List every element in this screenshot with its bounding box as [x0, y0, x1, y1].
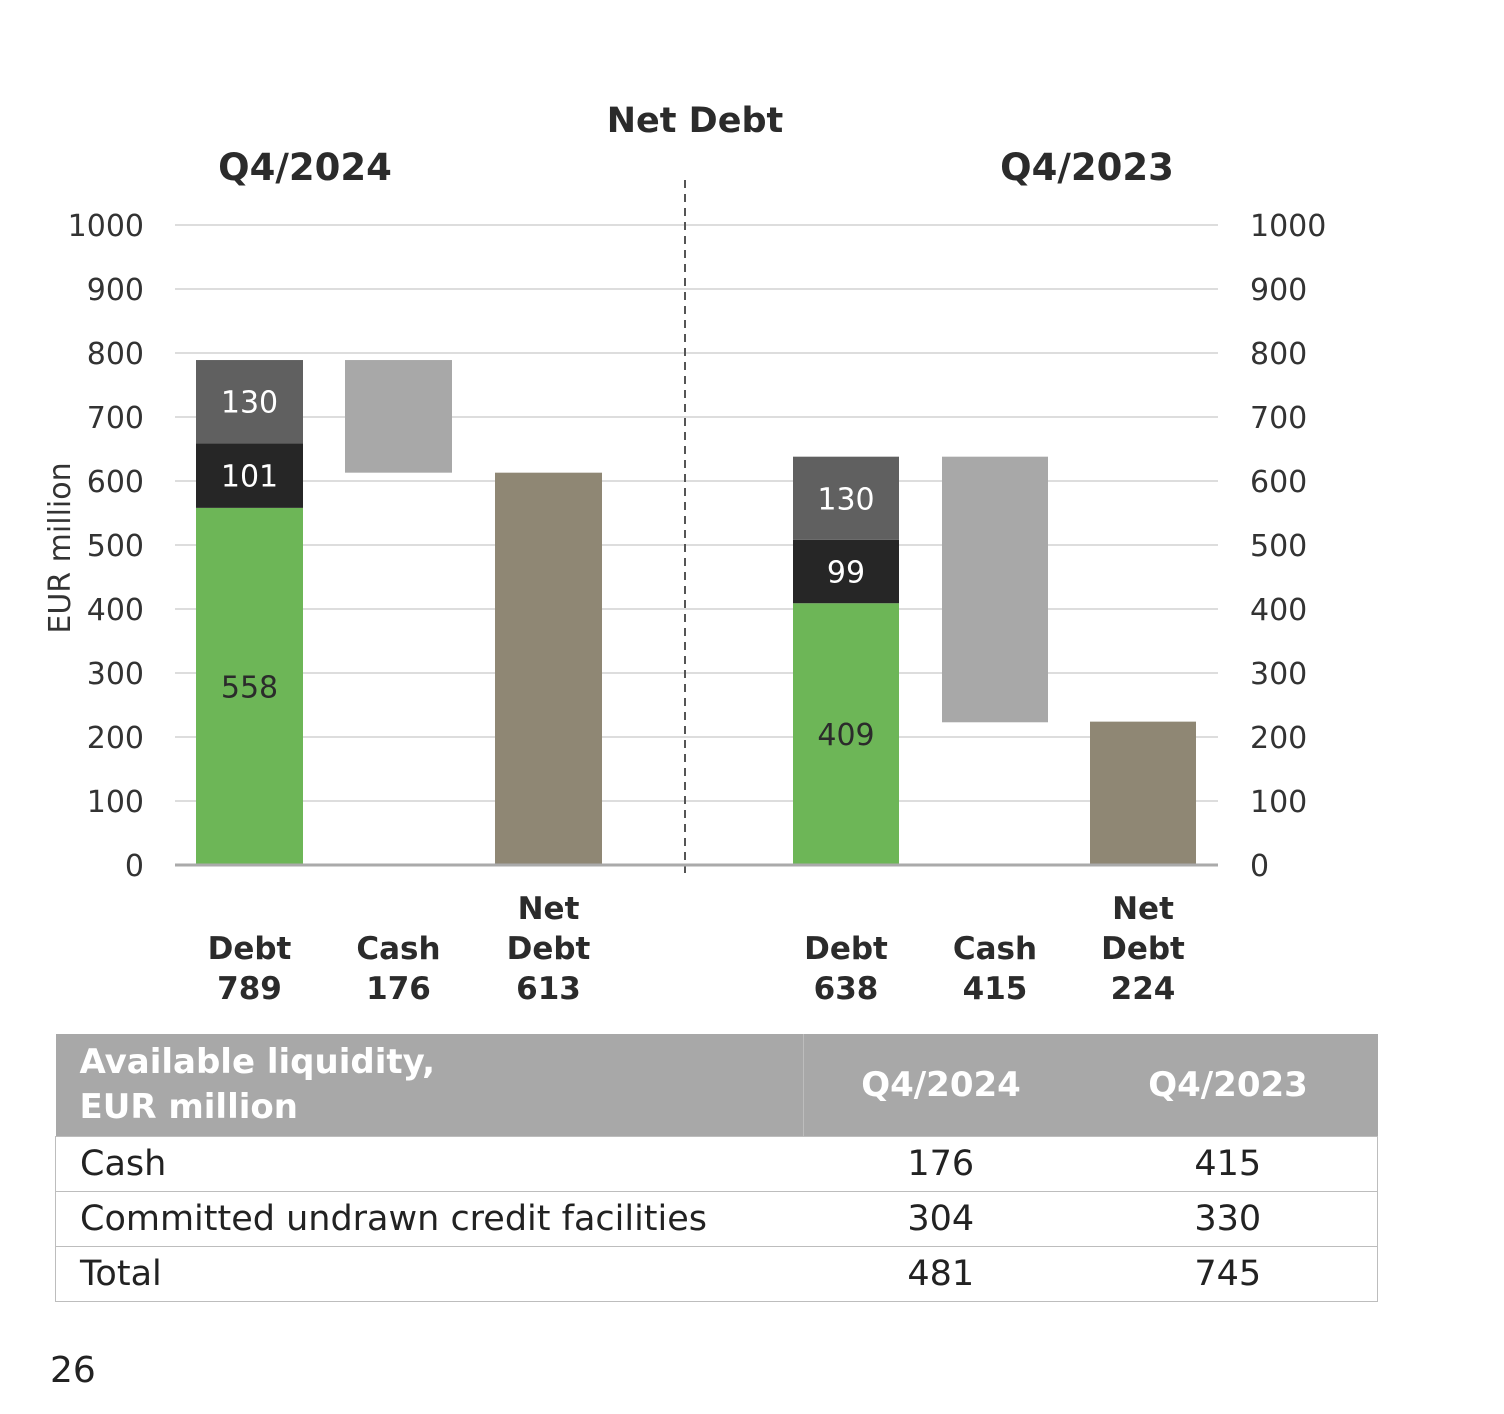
cash-bar	[942, 456, 1048, 723]
category-label-net-debt: Net	[1112, 891, 1174, 927]
table-header-title: Available liquidity, EUR million	[55, 1034, 804, 1137]
y-tick-label-right: 0	[1250, 849, 1269, 884]
debt-segment-bar	[196, 507, 303, 865]
row-value-q4-2024: 481	[803, 1246, 1079, 1302]
category-label-cash: Cash	[356, 931, 440, 967]
y-tick-label-left: 300	[87, 657, 144, 692]
y-tick-label-left: 0	[125, 849, 144, 884]
net-debt-chart: 0 0 100 100 200 200 300 300 400 400 500 500 600 600 70…	[43, 101, 1326, 1007]
category-label-net-debt: Debt	[1101, 931, 1185, 967]
row-label: Total	[55, 1246, 803, 1302]
category-label-cash: Cash	[953, 931, 1037, 967]
debt-segment-bar	[793, 603, 899, 865]
row-label: Cash	[55, 1136, 803, 1192]
y-tick-label-left: 900	[87, 273, 144, 308]
table-header-line2: EUR million	[79, 1087, 298, 1127]
page-number: 26	[50, 1350, 96, 1391]
chart-title: Net Debt	[607, 101, 784, 141]
row-value-q4-2024: 304	[803, 1191, 1079, 1247]
y-tick-label-right: 900	[1250, 273, 1307, 308]
row-value-q4-2023: 745	[1078, 1246, 1378, 1302]
debt-segment-bar	[793, 539, 899, 604]
y-tick-label-right: 200	[1250, 721, 1307, 756]
category-label-net-debt: 613	[516, 971, 581, 1007]
category-label-debt: Debt	[208, 931, 292, 967]
y-tick-label-left: 400	[87, 593, 144, 628]
panel-period-label: Q4/2024	[218, 146, 392, 189]
liquidity-table: Available liquidity, EUR million Q4/2024…	[55, 1034, 1378, 1302]
debt-segment-label: 409	[817, 718, 874, 753]
row-value-q4-2023: 330	[1078, 1191, 1378, 1247]
category-label-net-debt: Net	[518, 891, 580, 927]
table-row: Total 481 745	[55, 1246, 1378, 1302]
cash-bar	[345, 360, 452, 473]
y-tick-label-right: 700	[1250, 401, 1307, 436]
category-label-debt: 638	[814, 971, 879, 1007]
panel-period-label: Q4/2023	[1000, 146, 1174, 189]
category-label-debt: 789	[217, 971, 282, 1007]
debt-segment-label: 101	[221, 460, 278, 495]
table-row: Committed undrawn credit facilities 304 …	[55, 1191, 1378, 1247]
debt-segment-label: 558	[221, 670, 278, 705]
y-tick-label-left: 800	[87, 337, 144, 372]
y-tick-label-right: 300	[1250, 657, 1307, 692]
table-header-line1: Available liquidity,	[79, 1042, 436, 1082]
y-tick-label-right: 800	[1250, 337, 1307, 372]
y-tick-label-left: 100	[87, 785, 144, 820]
y-tick-label-left: 700	[87, 401, 144, 436]
table-header-row: Available liquidity, EUR million Q4/2024…	[55, 1034, 1378, 1137]
net-debt-bar	[1090, 721, 1196, 865]
y-axis-label: EUR million	[43, 462, 78, 633]
table-row: Cash 176 415	[55, 1136, 1378, 1192]
category-label-debt: Debt	[804, 931, 888, 967]
y-tick-label-right: 500	[1250, 529, 1307, 564]
debt-segment-bar	[196, 443, 303, 508]
debt-segment-bar	[196, 360, 303, 444]
category-label-cash: 176	[366, 971, 431, 1007]
y-tick-label-left: 1000	[68, 209, 144, 244]
debt-segment-label: 130	[221, 386, 278, 421]
y-tick-label-right: 1000	[1250, 209, 1326, 244]
y-tick-label-right: 100	[1250, 785, 1307, 820]
y-tick-label-right: 400	[1250, 593, 1307, 628]
debt-segment-label: 130	[817, 482, 874, 517]
debt-segment-bar	[793, 456, 899, 540]
row-value-q4-2024: 176	[803, 1136, 1079, 1192]
net-debt-bar	[495, 472, 602, 865]
table-header-q4-2023: Q4/2023	[1078, 1034, 1378, 1137]
category-label-net-debt: Debt	[507, 931, 591, 967]
debt-segment-label: 99	[827, 556, 865, 591]
y-tick-label-right: 600	[1250, 465, 1307, 500]
category-label-net-debt: 224	[1111, 971, 1176, 1007]
row-label: Committed undrawn credit facilities	[55, 1191, 803, 1247]
table-header-q4-2024: Q4/2024	[803, 1034, 1079, 1137]
y-tick-label-left: 500	[87, 529, 144, 564]
row-value-q4-2023: 415	[1078, 1136, 1378, 1192]
y-tick-label-left: 200	[87, 721, 144, 756]
y-tick-label-left: 600	[87, 465, 144, 500]
category-label-cash: 415	[963, 971, 1028, 1007]
